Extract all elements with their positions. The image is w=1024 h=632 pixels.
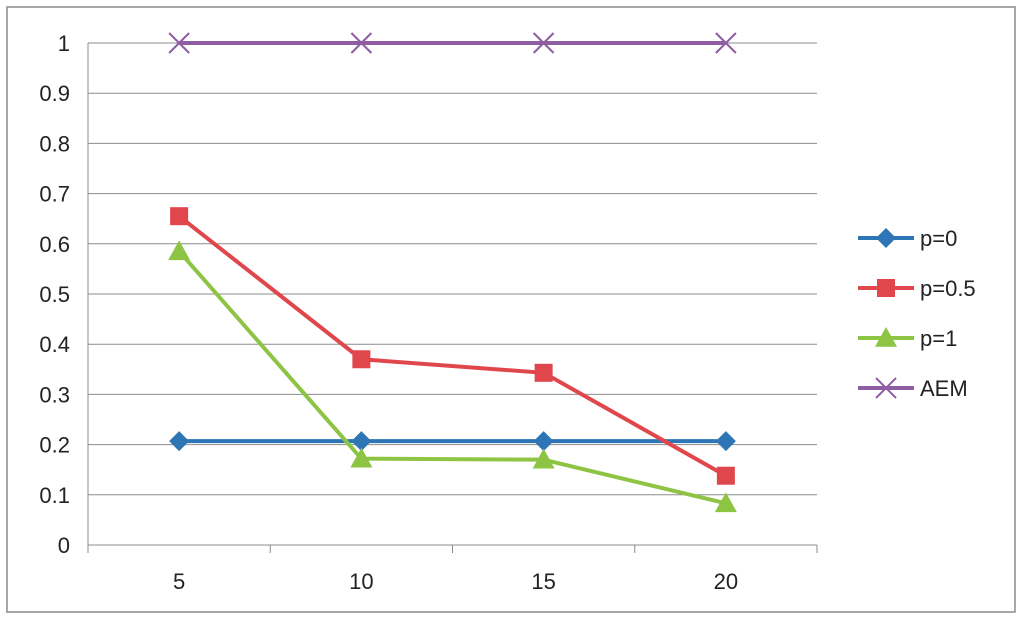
axes: 00.10.20.30.40.50.60.70.80.915 10 15 20 xyxy=(39,31,818,594)
data-point xyxy=(168,240,191,261)
data-point xyxy=(714,492,737,513)
legend: p=0 p=0.5 p=1 AEM xyxy=(858,226,976,401)
y-tick-label: 0.2 xyxy=(39,433,70,458)
chart-border xyxy=(6,6,1016,613)
data-point xyxy=(168,32,190,54)
y-tick-label: 0.6 xyxy=(39,232,70,257)
data-point xyxy=(715,431,736,452)
data-point xyxy=(352,350,371,369)
data-point xyxy=(350,32,373,54)
data-point xyxy=(169,431,190,452)
data-point xyxy=(534,363,553,382)
data-point xyxy=(170,207,189,226)
legend-marker xyxy=(875,377,897,399)
y-tick-label: 1 xyxy=(58,31,70,56)
legend-marker xyxy=(876,228,896,248)
series-group xyxy=(168,32,737,513)
data-point xyxy=(350,447,373,468)
y-tick-label: 0 xyxy=(58,533,70,558)
legend-marker xyxy=(877,279,895,297)
legend-marker xyxy=(875,327,897,347)
legend-item: p=1 xyxy=(858,326,957,351)
x-tick-label: 5 xyxy=(173,569,185,594)
legend-item: AEM xyxy=(858,376,968,401)
y-tick-label: 0.4 xyxy=(39,332,70,357)
data-point xyxy=(532,448,555,469)
series-line xyxy=(177,214,727,478)
data-point xyxy=(532,32,555,54)
series-AEM xyxy=(168,32,737,54)
y-tick-label: 0.1 xyxy=(39,483,70,508)
series-p=1 xyxy=(168,240,737,513)
data-point xyxy=(351,431,372,452)
legend-label: AEM xyxy=(920,376,968,401)
x-tick-label: 15 xyxy=(531,569,555,594)
series-line xyxy=(177,250,727,506)
legend-label: p=0 xyxy=(920,226,957,251)
legend-item: p=0.5 xyxy=(858,276,976,301)
y-tick-label: 0.3 xyxy=(39,382,70,407)
y-tick-label: 0.8 xyxy=(39,131,70,156)
legend-label: p=1 xyxy=(920,326,957,351)
series-p=0.5 xyxy=(170,207,735,485)
series-p=0 xyxy=(169,431,736,452)
data-point xyxy=(715,32,737,54)
x-tick-label: 20 xyxy=(714,569,738,594)
y-tick-label: 0.7 xyxy=(39,182,70,207)
y-tick-label: 0.9 xyxy=(39,81,70,106)
data-point xyxy=(716,466,735,485)
legend-label: p=0.5 xyxy=(920,276,976,301)
data-point xyxy=(533,431,554,452)
x-tick-label: 10 xyxy=(349,569,373,594)
legend-item: p=0 xyxy=(858,226,957,251)
y-tick-label: 0.5 xyxy=(39,282,70,307)
